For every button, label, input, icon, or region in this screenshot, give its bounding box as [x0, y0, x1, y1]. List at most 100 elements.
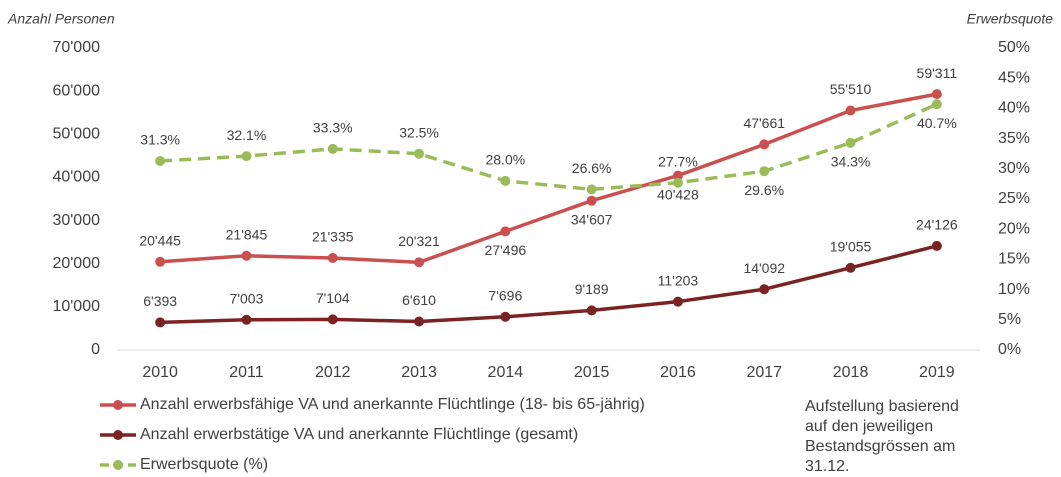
data-point: [845, 262, 856, 273]
data-label: 7'104: [316, 290, 350, 306]
data-label: 19'055: [830, 238, 872, 254]
data-label: 40.7%: [917, 115, 957, 131]
legend-marker: [113, 430, 123, 440]
data-point: [155, 256, 166, 267]
x-tick-label: 2012: [315, 364, 351, 381]
data-label: 20'445: [139, 232, 181, 248]
y2-tick-label: 0%: [998, 341, 1021, 358]
data-label: 29.6%: [744, 182, 784, 198]
data-label: 59'311: [917, 65, 958, 81]
legend-entry: Erwerbsquote (%): [140, 456, 268, 473]
data-point: [327, 252, 338, 263]
data-point: [500, 175, 511, 186]
x-tick-label: 2011: [229, 364, 264, 381]
data-label: 11'203: [658, 272, 699, 288]
data-label: 26.6%: [572, 160, 612, 176]
x-tick-label: 2017: [746, 364, 782, 381]
data-label: 31.3%: [140, 132, 180, 148]
x-tick-label: 2016: [660, 364, 696, 381]
data-point: [241, 250, 252, 261]
y-tick-label: 50'000: [52, 126, 100, 143]
y2-tick-label: 35%: [998, 130, 1030, 147]
x-tick-label: 2013: [401, 364, 437, 381]
y2-tick-label: 10%: [998, 281, 1030, 298]
y-axis-label: Anzahl Personen: [7, 11, 115, 27]
legend-marker: [113, 460, 123, 470]
data-label: 21'335: [312, 229, 354, 245]
data-point: [500, 311, 511, 322]
data-point: [845, 105, 856, 116]
x-tick-label: 2018: [833, 364, 869, 381]
data-point: [931, 99, 942, 110]
x-tick-label: 2019: [919, 364, 955, 381]
data-label: 21'845: [226, 226, 268, 242]
data-label: 14'092: [743, 260, 785, 276]
data-point: [672, 177, 683, 188]
data-label: 28.0%: [485, 152, 525, 168]
y2-tick-label: 30%: [998, 160, 1030, 177]
data-point: [759, 166, 770, 177]
data-label: 9'189: [575, 281, 609, 297]
x-tick-label: 2014: [488, 364, 524, 381]
data-label: 27.7%: [658, 153, 698, 169]
data-label: 7'003: [230, 290, 264, 306]
data-label: 55'510: [830, 81, 872, 97]
x-tick-label: 2010: [142, 364, 178, 381]
y-tick-label: 20'000: [52, 255, 100, 272]
series-line: [160, 102, 938, 192]
data-point: [586, 305, 597, 316]
y2-tick-label: 20%: [998, 220, 1030, 237]
data-point: [586, 184, 597, 195]
y2-tick-label: 45%: [998, 69, 1030, 86]
legend-marker: [113, 400, 123, 410]
data-point: [672, 296, 683, 307]
note: 31.12.: [805, 458, 849, 475]
y-tick-label: 10'000: [52, 298, 100, 315]
y2-tick-label: 40%: [998, 100, 1030, 117]
data-label: 34'607: [571, 211, 613, 227]
data-label: 32.1%: [227, 127, 267, 143]
data-label: 6'393: [143, 293, 177, 309]
data-point: [155, 317, 166, 328]
data-point: [241, 151, 252, 162]
data-label: 40'428: [657, 186, 699, 202]
series-line: [160, 244, 938, 325]
data-point: [327, 314, 338, 325]
y-tick-label: 60'000: [52, 82, 100, 99]
y-tick-label: 40'000: [52, 169, 100, 186]
note: Aufstellung basierend: [805, 398, 959, 415]
data-label: 32.5%: [399, 124, 439, 140]
y2-tick-label: 50%: [998, 39, 1030, 56]
data-label: 33.3%: [313, 120, 353, 136]
data-label: 27'496: [485, 242, 527, 258]
y-tick-label: 30'000: [52, 212, 100, 229]
y2-tick-label: 5%: [998, 311, 1021, 328]
data-label: 34.3%: [831, 154, 871, 170]
y2-axis-label: Erwerbsquote: [967, 11, 1054, 27]
data-point: [931, 89, 942, 100]
y-tick-label: 70'000: [52, 39, 100, 56]
legend-entry: Anzahl erwerbsfähige VA und anerkannte F…: [140, 396, 645, 413]
data-label: 7'696: [488, 288, 522, 304]
note: Bestandsgrössen am: [805, 438, 955, 455]
data-label: 20'321: [398, 233, 440, 249]
data-point: [845, 137, 856, 148]
data-point: [586, 195, 597, 206]
data-point: [414, 316, 425, 327]
data-label: 6'610: [402, 292, 436, 308]
data-point: [155, 155, 166, 166]
legend-entry: Anzahl erwerbstätige VA und anerkannte F…: [140, 426, 578, 443]
data-point: [759, 139, 770, 150]
data-point: [759, 284, 770, 295]
data-label: 24'126: [916, 217, 958, 233]
data-point: [500, 226, 511, 237]
data-point: [672, 170, 683, 181]
data-point: [414, 257, 425, 268]
y-tick-label: 0: [91, 341, 100, 358]
x-tick-label: 2015: [574, 364, 610, 381]
note: auf den jeweiligen: [805, 418, 933, 435]
y2-tick-label: 15%: [998, 251, 1030, 268]
series-line: [160, 92, 938, 265]
data-point: [931, 240, 942, 251]
